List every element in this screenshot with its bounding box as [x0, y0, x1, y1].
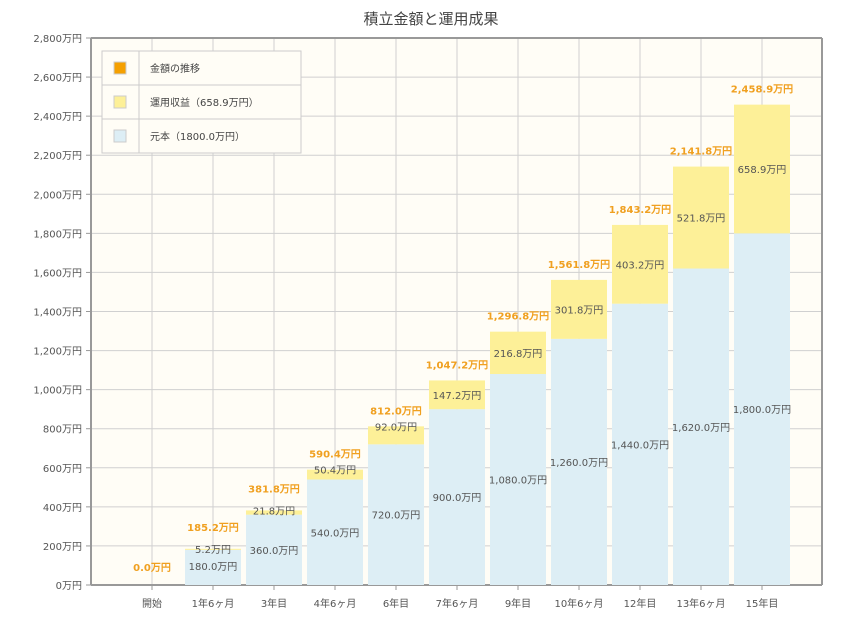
total-label: 381.8万円 — [248, 483, 300, 495]
bar-principal — [551, 338, 607, 585]
total-label: 1,561.8万円 — [548, 259, 610, 271]
x-tick-label: 6年目 — [383, 597, 409, 610]
y-tick-label: 2,000万円 — [33, 190, 82, 201]
total-label: 1,843.2万円 — [609, 204, 671, 216]
principal-label: 720.0万円 — [372, 511, 421, 522]
principal-label: 1,260.0万円 — [550, 458, 608, 469]
profit-label: 301.8万円 — [555, 305, 604, 316]
total-label: 2,458.9万円 — [731, 84, 793, 96]
bar-principal — [734, 233, 790, 585]
y-tick-label: 600万円 — [43, 464, 82, 475]
total-label: 1,296.8万円 — [487, 311, 549, 323]
principal-label: 1,800.0万円 — [733, 405, 791, 416]
y-tick-label: 400万円 — [43, 503, 82, 514]
x-tick-label: 15年目 — [746, 597, 779, 610]
x-tick-label: 12年目 — [624, 597, 657, 610]
x-tick-label: 13年6ヶ月 — [676, 597, 725, 610]
principal-label: 1,080.0万円 — [489, 476, 547, 487]
profit-label: 21.8万円 — [253, 506, 295, 517]
profit-label: 216.8万円 — [494, 349, 543, 360]
bar-profit — [246, 510, 302, 515]
total-label: 812.0万円 — [370, 405, 422, 417]
bar-profit — [551, 279, 607, 339]
bar-profit — [612, 224, 668, 304]
x-tick-label: 9年目 — [505, 597, 531, 610]
profit-label: 521.8万円 — [677, 214, 726, 225]
bar-profit — [429, 380, 485, 410]
profit-label: 147.2万円 — [433, 391, 482, 402]
bar-principal — [612, 303, 668, 585]
bar-profit — [185, 548, 241, 550]
legend-box — [101, 50, 302, 154]
total-label: 1,047.2万円 — [426, 359, 488, 371]
bar-principal — [246, 514, 302, 585]
total-label: 0.0万円 — [133, 562, 171, 574]
principal-label: 180.0万円 — [189, 562, 238, 573]
y-tick-label: 2,200万円 — [33, 151, 82, 162]
principal-label: 1,620.0万円 — [672, 423, 730, 434]
y-tick-label: 0万円 — [56, 581, 82, 592]
x-tick-label: 7年6ヶ月 — [436, 597, 479, 610]
y-tick-label: 2,600万円 — [33, 73, 82, 84]
y-tick-label: 1,800万円 — [33, 229, 82, 240]
bar-profit — [490, 331, 546, 375]
bar-profit — [307, 469, 363, 480]
profit-label: 658.9万円 — [738, 165, 787, 176]
legend-swatch — [113, 129, 127, 143]
x-tick-label: 開始 — [142, 597, 162, 610]
y-tick-label: 1,200万円 — [33, 347, 82, 358]
bar-principal — [429, 409, 485, 585]
total-label: 185.2万円 — [187, 522, 239, 534]
bar-principal — [307, 479, 363, 585]
x-tick-label: 4年6ヶ月 — [314, 597, 357, 610]
bar-profit — [734, 104, 790, 234]
bar-principal — [368, 444, 424, 585]
y-tick-label: 800万円 — [43, 425, 82, 436]
bar-profit — [673, 166, 729, 269]
profit-label: 50.4万円 — [314, 466, 356, 477]
principal-label: 1,440.0万円 — [611, 440, 669, 451]
bar-principal — [185, 549, 241, 585]
total-label: 590.4万円 — [309, 449, 361, 461]
legend-swatch — [113, 95, 127, 109]
legend-label: 元本（1800.0万円） — [150, 130, 245, 143]
y-tick-label: 2,800万円 — [33, 34, 82, 45]
y-tick-label: 1,000万円 — [33, 386, 82, 397]
legend-label: 金額の推移 — [150, 62, 200, 75]
legend-swatch — [113, 61, 127, 75]
y-tick-label: 2,400万円 — [33, 112, 82, 123]
bar-principal — [490, 374, 546, 585]
principal-label: 900.0万円 — [433, 493, 482, 504]
profit-label: 5.2万円 — [195, 545, 231, 556]
principal-label: 540.0万円 — [311, 528, 360, 539]
x-tick-label: 1年6ヶ月 — [192, 597, 235, 610]
x-tick-label: 10年6ヶ月 — [554, 597, 603, 610]
principal-label: 360.0万円 — [250, 546, 299, 557]
y-tick-label: 200万円 — [43, 542, 82, 553]
bar-principal — [673, 268, 729, 585]
chart-title: 積立金額と運用成果 — [363, 10, 498, 28]
bar-profit — [368, 426, 424, 445]
x-tick-label: 3年目 — [261, 597, 287, 610]
profit-label: 92.0万円 — [375, 422, 417, 433]
y-tick-label: 1,600万円 — [33, 268, 82, 279]
legend-label: 運用収益（658.9万円） — [150, 96, 259, 109]
profit-label: 403.2万円 — [616, 260, 665, 271]
y-tick-label: 1,400万円 — [33, 308, 82, 319]
total-label: 2,141.8万円 — [670, 146, 732, 158]
